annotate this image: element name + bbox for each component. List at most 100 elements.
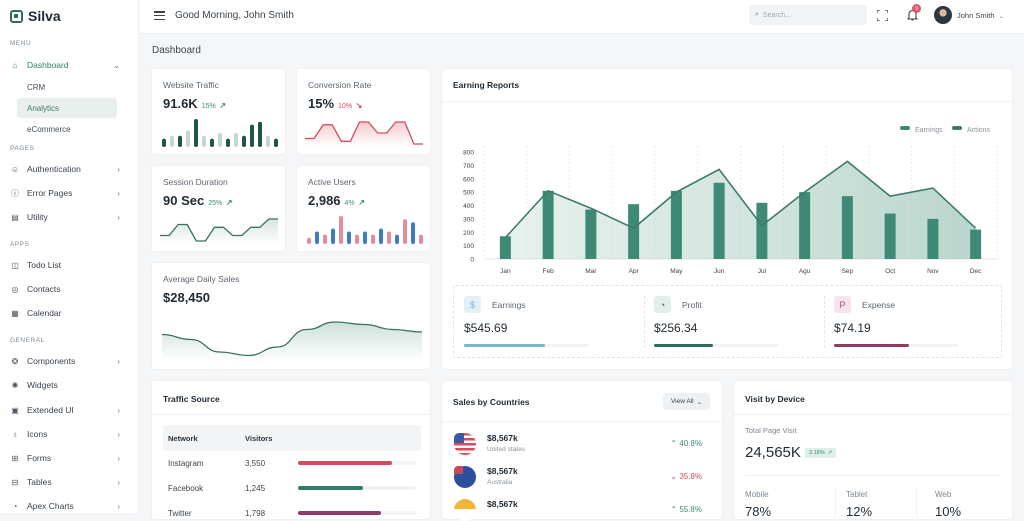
sidebar-item-authentication[interactable]: ☺ Authentication ›	[10, 160, 128, 178]
country-amount: $8,567k	[487, 433, 518, 443]
earnings-bar[interactable]	[542, 190, 554, 259]
sidebar-subitem-ecommerce[interactable]: eCommerce	[27, 124, 71, 134]
y-tick-label: 600	[463, 176, 474, 183]
chevron-right-icon: ›	[117, 164, 120, 174]
view-all-button[interactable]: View All ⌄	[663, 393, 710, 410]
visitor-bar-fill	[298, 486, 363, 490]
spark-bar	[210, 138, 214, 147]
y-tick-label: 400	[463, 203, 474, 210]
avatar[interactable]	[934, 6, 952, 24]
sidebar-item-utility[interactable]: ▤ Utility ›	[10, 208, 128, 226]
sidebar-item-icons[interactable]: ♁ Icons ›	[10, 425, 128, 443]
earnings-bar[interactable]	[970, 229, 982, 259]
spark-bar	[363, 231, 367, 244]
sidebar-item-extended-ui[interactable]: ▣ Extended UI ›	[10, 401, 128, 419]
sidebar-subitem-analytics[interactable]: Analytics	[17, 98, 117, 118]
home-icon: ⌂	[12, 60, 18, 70]
kpi-label: Session Duration	[163, 177, 228, 187]
device-label: Web	[935, 490, 952, 499]
kpi-value: 15% 10% ↘	[308, 96, 362, 111]
sidebar-item-label: Tables	[27, 477, 52, 487]
search-placeholder: Search...	[762, 11, 791, 19]
earnings-bar[interactable]	[499, 236, 511, 259]
spark-bar	[395, 234, 399, 244]
total-label: Total Page Visit	[745, 426, 797, 435]
earnings-bar[interactable]	[927, 218, 939, 259]
column-header-visitors[interactable]: Visitors	[245, 434, 273, 443]
sidebar-item-tables[interactable]: ⊟ Tables ›	[10, 473, 128, 491]
x-tick-label: Nov	[927, 268, 939, 275]
visitor-bar	[298, 461, 416, 465]
user-menu[interactable]: John Smith ⌄	[957, 11, 1004, 20]
stat-value: $256.34	[654, 321, 698, 335]
kpi-value-text: 2,986	[308, 193, 341, 208]
sidebar-item-apex-charts[interactable]: ◔ Apex Charts ›	[10, 497, 128, 515]
earnings-bar[interactable]	[585, 209, 597, 259]
award-icon: ♁	[12, 429, 18, 439]
visitor-count: 1,798	[245, 509, 266, 518]
spark-bar	[194, 119, 198, 147]
change-value: 35.8%	[679, 472, 702, 481]
sidebar-item-calendar[interactable]: ▦ Calendar	[10, 304, 128, 322]
sales-by-countries-card: Sales by Countries View All ⌄ $8,567k Un…	[441, 380, 723, 521]
divider	[152, 414, 430, 415]
sidebar-item-error-pages[interactable]: ⓘ Error Pages ›	[10, 184, 128, 202]
earnings-bar[interactable]	[670, 190, 682, 259]
menu-toggle-icon[interactable]	[154, 11, 165, 20]
spark-bar	[242, 135, 246, 147]
session-duration-sparkline	[160, 218, 278, 244]
total-delta: 3.18%	[809, 450, 825, 456]
earnings-bar[interactable]	[884, 213, 896, 259]
sidebar-item-forms[interactable]: ⊞ Forms ›	[10, 449, 128, 467]
chevron-down-icon: ⌄	[998, 14, 1004, 20]
visitor-bar	[298, 511, 416, 515]
kpi-delta: 4%	[344, 200, 355, 207]
column-header-network[interactable]: Network	[168, 434, 198, 443]
earning-reports-card: Earning Reports Earnings Actions 0 100 200 30…	[441, 68, 1013, 370]
widgets-icon: ✺	[11, 380, 19, 390]
search-input[interactable]: ⌕ Search...	[749, 5, 867, 25]
visitor-bar-fill	[298, 511, 381, 515]
country-change: ⌃ 55.8%	[670, 505, 702, 514]
sidebar-item-contacts[interactable]: ◎ Contacts	[10, 280, 128, 298]
earnings-bar[interactable]	[841, 196, 853, 259]
earnings-bar[interactable]	[713, 182, 725, 259]
sidebar-item-widgets[interactable]: ✺ Widgets	[10, 376, 128, 394]
fullscreen-icon[interactable]	[877, 10, 888, 21]
earnings-bar[interactable]	[799, 192, 811, 259]
spark-bar	[178, 135, 182, 147]
stat-progress-fill	[834, 344, 909, 347]
earnings-bar[interactable]	[756, 202, 768, 259]
chevron-up-icon: ⌃	[670, 505, 680, 514]
trend-up-icon: ↗	[827, 450, 833, 456]
spark-bar	[347, 231, 351, 244]
kpi-value: 91.6K 15% ↗	[163, 96, 226, 111]
spark-bar	[274, 138, 278, 147]
country-amount: $8,567k	[487, 466, 518, 476]
sidebar-item-dashboard[interactable]: ⌂ Dashboard ⌄	[10, 56, 128, 74]
spark-bar	[162, 138, 166, 147]
sidebar-subitem-crm[interactable]: CRM	[27, 82, 46, 92]
sidebar-item-label: Todo List	[27, 260, 62, 270]
stat-progress	[834, 344, 959, 347]
spark-bar	[186, 130, 190, 147]
us-flag-icon	[454, 433, 476, 455]
sidebar: Silva MENU ⌂ Dashboard ⌄ CRM Analytics e…	[0, 0, 139, 513]
divider	[824, 296, 825, 348]
average-daily-sales-chart	[162, 321, 422, 361]
card-title: Visit by Device	[745, 394, 805, 404]
earnings-bar[interactable]	[628, 204, 640, 259]
sidebar-item-todo-list[interactable]: ◫ Todo List	[10, 256, 128, 274]
sidebar-item-label: Error Pages	[27, 188, 73, 198]
spark-bar	[170, 135, 174, 147]
active-users-card: Active Users 2,986 4% ↗	[296, 165, 431, 252]
sidebar-item-components[interactable]: ❂ Components ›	[10, 352, 128, 370]
calendar-icon: ▦	[11, 308, 19, 318]
logo[interactable]: Silva	[10, 8, 61, 24]
spark-bar	[355, 234, 359, 244]
chevron-down-icon: ⌄	[113, 60, 120, 70]
chevron-right-icon: ›	[117, 453, 120, 463]
view-all-label: View All	[670, 398, 694, 405]
earning-reports-chart: Earnings Actions 0 100 200 300 400 500 600 700 800…	[463, 126, 998, 275]
divider	[916, 487, 917, 517]
